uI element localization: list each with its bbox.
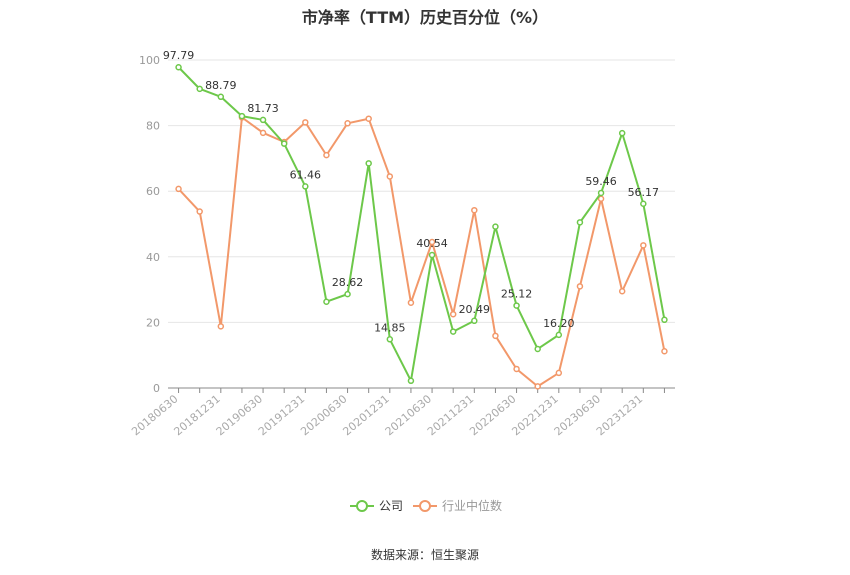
data-label: 88.79 [205, 79, 237, 92]
y-tick-label: 0 [153, 382, 160, 395]
data-point [661, 316, 668, 324]
data-label: 14.85 [374, 321, 406, 334]
y-tick-label: 60 [146, 185, 160, 198]
series-line-industry-median [177, 116, 666, 388]
data-point [449, 310, 457, 318]
data-point [640, 200, 647, 208]
data-point [492, 332, 499, 340]
data-point [407, 377, 415, 385]
data-point [534, 383, 541, 390]
data-point [365, 160, 372, 167]
y-tick-label: 80 [146, 120, 160, 133]
data-point [513, 302, 520, 309]
data-point [471, 206, 478, 214]
data-point [175, 185, 182, 193]
data-point [428, 251, 436, 259]
legend-marker-industry [419, 500, 431, 512]
data-source: 数据来源：恒生聚源 [370, 548, 479, 562]
data-point [513, 365, 520, 373]
data-point [365, 115, 372, 122]
x-tick-label: 20231231 [594, 392, 645, 438]
series-line-company [177, 66, 666, 382]
data-point [196, 85, 203, 93]
data-point [555, 331, 563, 339]
data-label: 97.79 [163, 49, 195, 62]
data-point [323, 151, 330, 159]
legend-marker-company [356, 500, 368, 512]
chart-title: 市净率（TTM）历史百分位（%） [301, 8, 549, 27]
data-point [618, 287, 626, 295]
data-point [471, 317, 478, 325]
data-label: 59.46 [585, 175, 617, 188]
data-point [576, 219, 584, 226]
data-point [576, 283, 584, 290]
data-label: 16.20 [543, 317, 575, 330]
data-label: 61.46 [290, 168, 322, 181]
data-point [175, 63, 182, 71]
data-label: 28.62 [332, 276, 364, 289]
data-point [217, 93, 225, 101]
data-point [259, 116, 267, 124]
data-point [259, 129, 267, 137]
data-point [238, 112, 246, 120]
y-tick-label: 20 [146, 316, 160, 329]
data-point [344, 290, 351, 298]
data-point [640, 242, 647, 249]
data-point [534, 345, 541, 353]
legend-label-company: 公司 [379, 499, 403, 513]
data-point [217, 323, 225, 330]
y-tick-label: 40 [146, 251, 160, 264]
data-point [449, 328, 457, 335]
data-label: 40.54 [416, 237, 448, 250]
data-label: 56.17 [628, 186, 660, 199]
data-point [597, 189, 605, 197]
data-point [280, 140, 288, 147]
data-label: 81.73 [247, 102, 279, 115]
data-point [386, 336, 394, 343]
y-tick-label: 100 [139, 54, 160, 67]
data-point [407, 299, 415, 306]
data-point [492, 223, 499, 230]
data-point [344, 120, 351, 127]
data-point [196, 208, 203, 215]
data-point [618, 129, 626, 137]
data-point [302, 183, 309, 190]
data-point [302, 119, 309, 126]
data-label: 20.49 [459, 303, 491, 316]
data-point [386, 173, 394, 180]
data-label: 25.12 [501, 288, 533, 301]
data-point [428, 238, 436, 246]
data-point [661, 348, 668, 355]
data-point [597, 195, 605, 202]
legend-label-industry: 行业中位数 [442, 498, 502, 513]
data-point [323, 298, 330, 305]
data-point [555, 369, 563, 377]
